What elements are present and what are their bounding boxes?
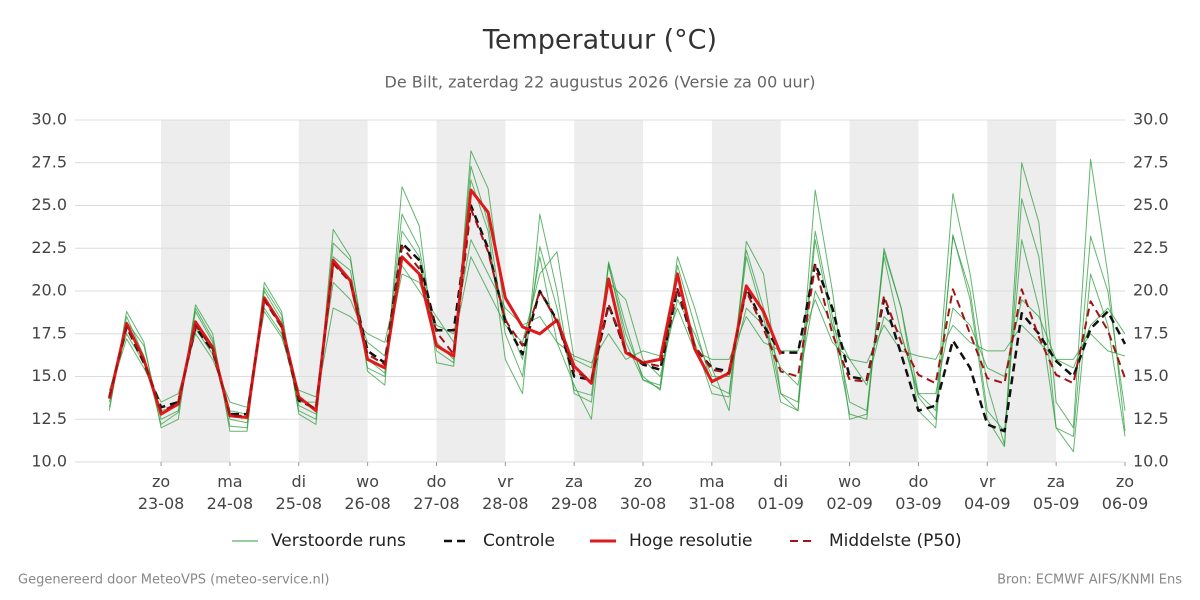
y2-tick-label: 17.5 (1133, 323, 1169, 342)
x-tick-label: vr 04-09 (964, 472, 1011, 513)
chart-subtitle: De Bilt, zaterdag 22 augustus 2026 (Vers… (385, 73, 816, 92)
x-tick-label: wo 02-09 (826, 472, 873, 513)
chart-title: Temperatuur (°C) (482, 25, 717, 56)
x-tick-label: do 03-09 (895, 472, 942, 513)
y-tick-label: 20.0 (31, 281, 67, 300)
y-tick-label: 12.5 (31, 409, 67, 428)
legend-label: Middelste (P50) (829, 531, 962, 551)
y-tick-label: 22.5 (31, 238, 67, 257)
x-tick-label: ma 24-08 (207, 472, 254, 513)
legend-label: Verstoorde runs (271, 531, 406, 551)
y-tick-label: 10.0 (31, 452, 67, 471)
x-tick-label: zo 30-08 (620, 472, 667, 513)
legend-label: Hoge resolutie (629, 531, 753, 551)
x-tick-label: za 05-09 (1033, 472, 1080, 513)
x-tick-label: vr 28-08 (482, 472, 529, 513)
ensemble-line (108, 158, 1126, 446)
y2-tick-label: 15.0 (1133, 366, 1169, 385)
y2-tick-label: 20.0 (1133, 281, 1169, 300)
y2-tick-label: 30.0 (1133, 110, 1169, 129)
y2-tick-label: 12.5 (1133, 409, 1169, 428)
x-tick-label: di 01-09 (757, 472, 804, 513)
ensemble-line (108, 239, 1126, 408)
footer-left: Gegenereerd door MeteoVPS (meteo-service… (18, 573, 329, 588)
x-tick-label: do 27-08 (413, 472, 460, 513)
x-tick-label: zo 06-09 (1102, 472, 1149, 513)
legend-label: Controle (483, 531, 555, 551)
y-tick-label: 27.5 (31, 152, 67, 171)
series-line (108, 207, 1126, 417)
x-tick-label: wo 26-08 (344, 472, 391, 513)
y2-tick-label: 25.0 (1133, 195, 1169, 214)
ensemble-line (108, 150, 1126, 453)
x-tick-label: zo 23-08 (138, 472, 185, 513)
ensemble-line (108, 251, 1126, 415)
y2-tick-label: 10.0 (1133, 452, 1169, 471)
x-tick-label: ma 31-08 (689, 472, 736, 513)
y-tick-label: 17.5 (31, 323, 67, 342)
x-tick-label: za 29-08 (551, 472, 598, 513)
y-tick-label: 25.0 (31, 195, 67, 214)
x-tick-label: di 25-08 (276, 472, 323, 513)
y-tick-label: 30.0 (31, 110, 67, 129)
y2-tick-label: 22.5 (1133, 238, 1169, 257)
footer-right: Bron: ECMWF AIFS/KNMI Ens (997, 573, 1182, 588)
y-tick-label: 15.0 (31, 366, 67, 385)
y2-tick-label: 27.5 (1133, 152, 1169, 171)
